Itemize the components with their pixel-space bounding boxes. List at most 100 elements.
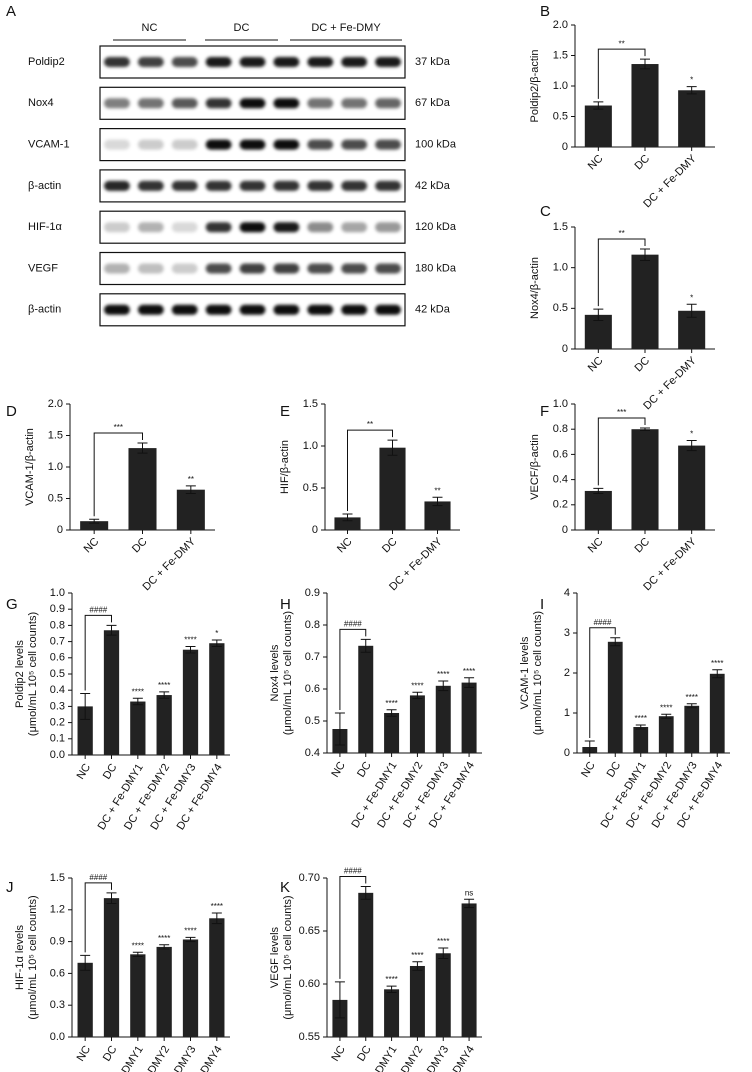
y-tick-label: 0.9 (305, 587, 320, 599)
group-label: NC (142, 22, 158, 34)
band (205, 139, 232, 150)
x-tick-label: NC (75, 1044, 94, 1064)
bar (409, 965, 425, 1037)
significance: **** (132, 687, 144, 696)
y-tick-label: 1.5 (553, 221, 568, 233)
band (239, 263, 266, 274)
significance: **** (184, 926, 196, 935)
panel-letter: K (280, 879, 290, 896)
x-tick-label: DC (632, 355, 652, 375)
y-tick-label: 0.6 (50, 967, 65, 979)
y-tick-label: 1.0 (303, 440, 318, 452)
significance: **** (463, 667, 475, 676)
y-tick-label: 0.5 (553, 110, 568, 122)
error-bar (464, 677, 475, 688)
y-tick-label: 0.7 (305, 651, 320, 663)
significance: #### (89, 873, 107, 882)
y-tick-label: 0.2 (553, 499, 568, 511)
band (104, 304, 130, 315)
error-bar (386, 709, 397, 717)
error-bar (360, 885, 371, 900)
band (375, 98, 401, 109)
y-axis-label: Nox4 levels (269, 644, 281, 701)
bar (156, 695, 172, 755)
x-tick-label: NC (329, 760, 348, 780)
error-bar (610, 637, 621, 647)
band (239, 98, 266, 109)
significance: ** (619, 229, 625, 238)
error-bar (432, 496, 443, 507)
bar (658, 716, 674, 753)
x-tick-label: DC (101, 762, 120, 782)
error-bar (686, 303, 697, 318)
group-label: DC (234, 22, 250, 34)
size-label: 67 kDa (415, 97, 451, 109)
band (239, 180, 266, 191)
error-bar (106, 624, 117, 636)
error-bar (640, 58, 650, 70)
bar (461, 682, 477, 753)
y-tick-label: 0 (564, 747, 570, 759)
y-tick-label: 0.70 (299, 872, 320, 884)
band (307, 222, 334, 233)
y-tick-label: 1 (564, 707, 570, 719)
band (375, 139, 401, 150)
y-tick-label: 1.5 (48, 429, 63, 441)
y-tick-label: 2 (564, 667, 570, 679)
band (205, 263, 232, 274)
error-bar (438, 947, 449, 960)
band (104, 57, 130, 67)
significance: #### (344, 867, 362, 876)
y-tick-label: 0.3 (50, 700, 65, 712)
y-tick-label: 0.6 (305, 683, 320, 695)
error-bar (342, 513, 353, 522)
bar (435, 685, 451, 753)
band (273, 57, 300, 67)
bar (182, 939, 199, 1037)
significance: ** (367, 420, 373, 429)
bar (631, 64, 659, 147)
y-axis-label: (μmol/mL 10⁵ cell counts) (282, 895, 294, 1019)
x-tick-label: NC (579, 760, 598, 780)
significance: **** (158, 681, 170, 690)
y-tick-label: 0.8 (305, 619, 320, 631)
band (375, 180, 401, 191)
error-bar (686, 440, 697, 452)
error-bar (593, 101, 604, 110)
band (205, 180, 232, 191)
band (171, 180, 198, 191)
y-tick-label: 1.0 (553, 398, 568, 410)
bar (176, 489, 205, 530)
significance: **** (184, 636, 196, 645)
bar (461, 903, 477, 1037)
x-tick-label: NC (82, 536, 102, 556)
error-bar (593, 308, 604, 322)
y-tick-label: 0.0 (50, 749, 65, 761)
bar (584, 490, 612, 530)
bar (130, 954, 146, 1037)
significance: *** (114, 423, 123, 432)
bar (103, 630, 120, 755)
y-tick-label: 1.0 (553, 80, 568, 92)
significance: **** (158, 934, 170, 943)
band (307, 180, 334, 191)
error-bar (661, 713, 672, 719)
bar (631, 429, 659, 530)
bar (607, 641, 623, 753)
error-bar (106, 892, 117, 904)
panel-letter: J (6, 879, 14, 896)
band (307, 304, 334, 315)
band (137, 222, 164, 233)
error-bar (137, 442, 148, 454)
band (104, 263, 130, 274)
band (239, 139, 266, 150)
y-tick-label: 0.4 (50, 684, 65, 696)
band (273, 180, 300, 191)
y-tick-label: 0.3 (50, 999, 65, 1011)
significance: **** (437, 937, 449, 946)
y-tick-label: 0.1 (50, 733, 65, 745)
band (171, 57, 198, 67)
y-tick-label: 0.7 (50, 636, 65, 648)
significance: **** (711, 659, 723, 668)
bracket (93, 432, 143, 517)
